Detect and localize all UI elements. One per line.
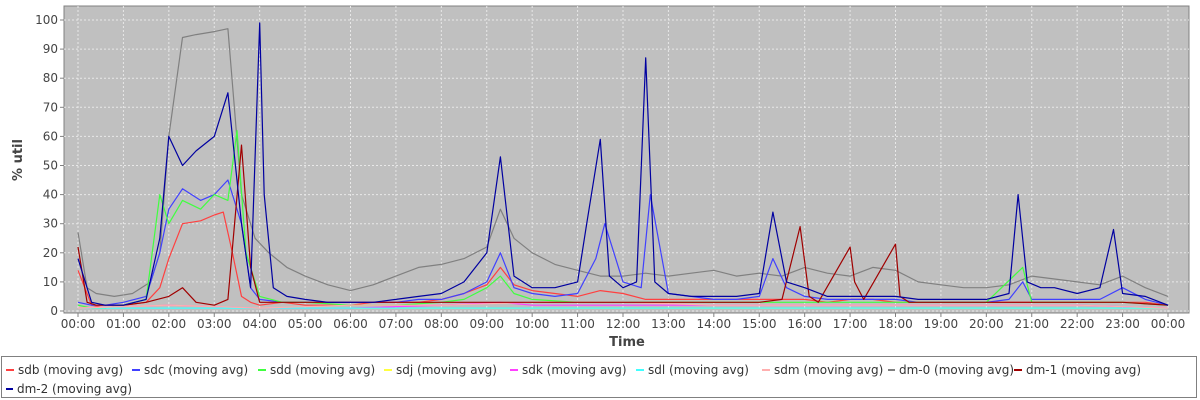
y-tick-label: 20 bbox=[43, 246, 58, 260]
x-tick-label: 08:00 bbox=[424, 317, 459, 331]
x-tick-label: 22:00 bbox=[1060, 317, 1095, 331]
x-tick-label: 10:00 bbox=[515, 317, 550, 331]
x-tick-label: 12:00 bbox=[606, 317, 641, 331]
legend-item: sdb (moving avg) bbox=[6, 363, 132, 377]
y-tick-label: 60 bbox=[43, 129, 58, 143]
legend-label: sdd (moving avg) bbox=[270, 362, 376, 377]
legend: sdb (moving avg) sdc (moving avg) sdd (mov… bbox=[1, 356, 1197, 398]
x-tick-label: 23:00 bbox=[1105, 317, 1140, 331]
legend-item: sdm (moving avg) bbox=[762, 363, 888, 377]
y-tick-label: 10 bbox=[43, 275, 58, 289]
x-tick-label: 16:00 bbox=[787, 317, 822, 331]
chart-svg: 0 10 20 30 40 50 60 70 80 90 100 00:00 01:00 02:00 03… bbox=[11, 5, 1190, 350]
series-lines bbox=[77, 22, 1169, 309]
legend-item: sdd (moving avg) bbox=[258, 363, 384, 377]
legend-label: sdk (moving avg) bbox=[522, 362, 627, 377]
x-tick-label: 00:00 bbox=[1151, 317, 1186, 331]
x-tick-label: 02:00 bbox=[152, 317, 187, 331]
y-tick-label: 100 bbox=[35, 13, 58, 27]
legend-swatch bbox=[762, 368, 770, 371]
x-tick-label: 05:00 bbox=[288, 317, 323, 331]
legend-label: sdc (moving avg) bbox=[144, 362, 249, 377]
legend-swatch bbox=[6, 368, 14, 371]
series-line-dm-2 bbox=[77, 22, 1169, 306]
series-line-dm-0 bbox=[77, 28, 1169, 297]
y-tick-label: 30 bbox=[43, 217, 58, 231]
legend-label: sdj (moving avg) bbox=[396, 362, 497, 377]
legend-swatch bbox=[258, 368, 266, 371]
x-tick-label: 14:00 bbox=[697, 317, 732, 331]
x-tick-label: 09:00 bbox=[469, 317, 504, 331]
x-axis-label: Time bbox=[609, 335, 645, 350]
legend-label: sdb (moving avg) bbox=[18, 362, 124, 377]
legend-item: sdk (moving avg) bbox=[510, 363, 636, 377]
x-tick-label: 00:00 bbox=[61, 317, 96, 331]
legend-row: dm-2 (moving avg) bbox=[6, 379, 1192, 398]
y-tick-label: 50 bbox=[43, 159, 58, 173]
legend-label: sdm (moving avg) bbox=[774, 362, 884, 377]
x-tick-label: 11:00 bbox=[560, 317, 595, 331]
y-axis-label: % util bbox=[11, 139, 26, 181]
y-tick-label: 0 bbox=[50, 304, 58, 318]
legend-swatch bbox=[384, 368, 392, 371]
legend-swatch bbox=[1014, 368, 1022, 371]
x-tick-label: 03:00 bbox=[197, 317, 232, 331]
y-tick-label: 40 bbox=[43, 188, 58, 202]
y-tick-label: 90 bbox=[43, 42, 58, 56]
legend-item: dm-2 (moving avg) bbox=[6, 382, 132, 396]
x-tick-label: 13:00 bbox=[651, 317, 686, 331]
x-tick-label: 21:00 bbox=[1014, 317, 1049, 331]
y-axis-ticks: 0 10 20 30 40 50 60 70 80 90 100 bbox=[35, 13, 64, 318]
x-tick-label: 15:00 bbox=[742, 317, 777, 331]
legend-swatch bbox=[6, 387, 13, 390]
x-tick-label: 19:00 bbox=[924, 317, 959, 331]
legend-item: dm-0 (moving avg) bbox=[888, 363, 1014, 377]
grid-lines bbox=[64, 6, 1189, 313]
x-tick-label: 06:00 bbox=[333, 317, 368, 331]
x-tick-label: 01:00 bbox=[106, 317, 141, 331]
legend-swatch bbox=[636, 368, 644, 371]
legend-swatch bbox=[510, 368, 518, 371]
x-tick-label: 04:00 bbox=[242, 317, 277, 331]
x-tick-label: 07:00 bbox=[379, 317, 414, 331]
legend-label: sdl (moving avg) bbox=[648, 362, 749, 377]
x-tick-label: 20:00 bbox=[969, 317, 1004, 331]
legend-item: sdl (moving avg) bbox=[636, 363, 762, 377]
y-tick-label: 80 bbox=[43, 71, 58, 85]
series-line-dm-1 bbox=[77, 144, 1169, 306]
x-tick-label: 18:00 bbox=[878, 317, 913, 331]
legend-label: dm-2 (moving avg) bbox=[16, 381, 132, 396]
legend-item: sdc (moving avg) bbox=[132, 363, 258, 377]
x-axis-ticks: 00:00 01:00 02:00 03:00 04:00 05:00 06:00 07:00… bbox=[61, 313, 1186, 331]
legend-swatch bbox=[888, 368, 895, 371]
legend-swatch bbox=[132, 368, 140, 371]
legend-item: dm-1 (moving avg) bbox=[1014, 363, 1141, 377]
y-tick-label: 70 bbox=[43, 100, 58, 114]
legend-row: sdb (moving avg) sdc (moving avg) sdd (mov… bbox=[6, 360, 1192, 379]
legend-label: dm-0 (moving avg) bbox=[898, 362, 1014, 377]
legend-item: sdj (moving avg) bbox=[384, 363, 510, 377]
legend-label: dm-1 (moving avg) bbox=[1026, 362, 1142, 377]
x-tick-label: 17:00 bbox=[833, 317, 868, 331]
